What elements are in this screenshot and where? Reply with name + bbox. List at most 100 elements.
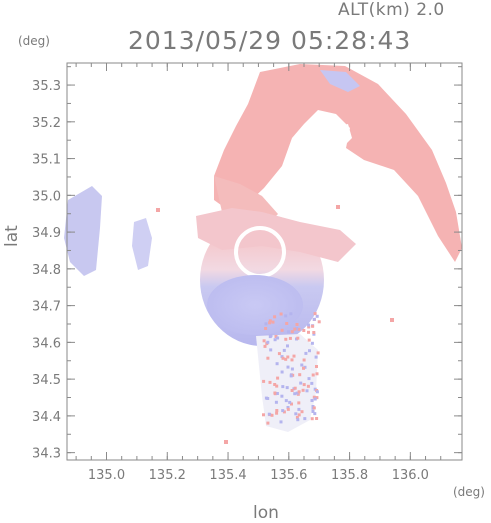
echo-speckle: [293, 386, 297, 390]
echo-speckles: [156, 205, 394, 444]
echo-west-small: [132, 218, 152, 270]
altitude-label: ALT(km) 2.0: [338, 0, 445, 20]
echo-speckle: [281, 385, 285, 389]
echo-speckle: [289, 312, 293, 316]
echo-speckle: [313, 312, 317, 316]
echo-speckle: [280, 370, 284, 374]
echo-speckle: [281, 356, 285, 360]
echo-speckle: [302, 383, 306, 387]
echo-speckle: [315, 372, 319, 376]
echo-speckle: [310, 381, 314, 385]
echo-speckle: [268, 335, 272, 339]
echo-speckle: [305, 389, 309, 393]
echo-speckle: [315, 314, 319, 318]
echo-speckle: [290, 330, 294, 334]
echo-north-white-gap: [326, 124, 352, 150]
radar-echoes: [64, 64, 462, 432]
x-tick-label: 135.6: [270, 468, 307, 483]
echo-speckle: [317, 320, 321, 324]
echo-speckle: [286, 344, 289, 348]
echo-speckle: [288, 336, 292, 340]
echo-speckle: [266, 340, 270, 344]
echo-speckle: [297, 327, 301, 331]
echo-speckle: [313, 397, 317, 401]
echo-speckle: [312, 332, 316, 336]
echo-speckle: [299, 381, 303, 385]
echo-speckle: [312, 395, 316, 399]
echo-speckle: [273, 315, 277, 319]
x-tick-label: 135.2: [149, 468, 186, 483]
echo-speckle: [296, 418, 300, 422]
y-axis-unit: (deg): [18, 34, 50, 48]
x-tick-label: 136.0: [392, 468, 429, 483]
echo-speckle: [302, 358, 306, 362]
echo-storm-core: [207, 275, 303, 335]
echo-speckle: [313, 412, 317, 416]
echo-speckle: [311, 373, 315, 377]
echo-speckle: [302, 366, 305, 370]
echo-speckle: [315, 417, 319, 420]
echo-speckle: [307, 323, 311, 327]
echo-speckle: [270, 413, 274, 417]
y-tick-label: 34.4: [32, 410, 61, 425]
y-tick-label: 34.5: [32, 373, 61, 388]
y-tick-label: 34.7: [32, 300, 61, 315]
echo-speckle: [286, 355, 290, 359]
echo-speckle: [301, 388, 305, 392]
echo-speckle: [286, 406, 290, 409]
echo-speckle: [306, 384, 310, 388]
echo-north-band: [214, 64, 462, 262]
y-tick-label: 34.9: [32, 226, 61, 241]
plot-frame: [66, 62, 463, 461]
echo-speckle: [307, 377, 311, 381]
x-tick-label: 135.4: [209, 468, 246, 483]
echo-speckle: [264, 322, 268, 326]
echo-speckle: [266, 421, 270, 425]
echo-speckle: [295, 391, 299, 395]
echo-speckle: [315, 390, 319, 394]
echo-speckle: [276, 336, 280, 340]
echo-speckle: [262, 339, 266, 343]
echo-speckle: [290, 358, 294, 362]
echo-speckle: [289, 374, 293, 378]
echo-speckle: [288, 400, 292, 404]
echo-speckle: [297, 390, 301, 394]
echo-speckle: [310, 341, 314, 345]
echo-speckle: [297, 401, 301, 405]
y-tick-label: 34.3: [32, 447, 61, 462]
echo-speckle: [275, 392, 279, 395]
echo-speckle: [277, 352, 281, 356]
y-tick-label: 35.0: [32, 189, 61, 204]
echo-speckle: [274, 335, 278, 338]
echo-speckle: [300, 410, 304, 414]
x-tick-label: 135.0: [88, 468, 125, 483]
echo-speckle: [273, 338, 277, 342]
x-axis-unit: (deg): [453, 485, 485, 499]
echo-speckle: [271, 320, 275, 324]
echo-speckle: [310, 417, 314, 421]
echo-speckle: [285, 322, 289, 325]
echo-speckle: [311, 410, 315, 413]
echo-speckle: [280, 328, 284, 332]
echo-speckle: [303, 417, 307, 421]
scan-datetime: 2013/05/29 05:28:43: [128, 26, 412, 55]
echo-speckle: [275, 384, 279, 388]
echo-speckle: [264, 327, 268, 330]
echo-speckle: [336, 205, 340, 209]
echo-north-blue-patch: [320, 70, 360, 92]
y-tick-label: 35.2: [32, 116, 61, 131]
echo-speckle: [287, 330, 290, 334]
echo-speckle: [297, 407, 301, 411]
echo-speckle: [268, 319, 272, 323]
echo-west: [64, 186, 102, 276]
axis-ticks: 135.0 135.2 135.4 135.6 135.8 136.0 34.3 34.4 34…: [32, 63, 462, 483]
echo-speckle: [293, 327, 297, 331]
echo-speckle: [279, 420, 283, 424]
echo-speckle: [284, 357, 288, 361]
y-tick-label: 35.1: [32, 153, 61, 168]
echo-speckle: [300, 363, 304, 367]
echo-speckle: [267, 412, 271, 416]
echo-speckle: [276, 376, 280, 380]
echo-speckle: [282, 410, 286, 414]
echo-speckle: [310, 399, 314, 402]
